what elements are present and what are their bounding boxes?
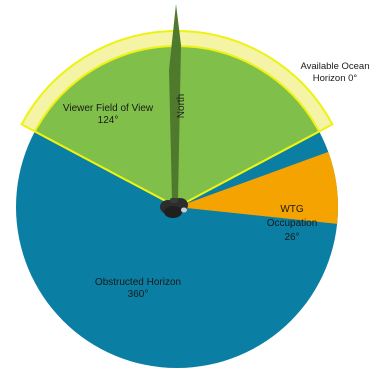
north-needle-icon (169, 4, 181, 200)
available-horizon-angle: Horizon 0° (313, 73, 358, 84)
binoculars-icon (160, 198, 188, 218)
available-horizon-label: Available Ocean (300, 61, 369, 72)
obstructed-horizon-angle: 360° (128, 289, 149, 300)
wtg-angle: 26° (284, 232, 299, 243)
wtg-occupation-label: Occupation (267, 218, 318, 229)
wtg-occupation-sector (177, 151, 339, 224)
obstructed-horizon-label: Obstructed Horizon (95, 277, 181, 288)
viewer-fov-angle: 124° (98, 115, 119, 126)
north-label: North (176, 94, 187, 118)
viewer-fov-label: Viewer Field of View (63, 103, 154, 114)
wtg-label: WTG (280, 204, 304, 215)
